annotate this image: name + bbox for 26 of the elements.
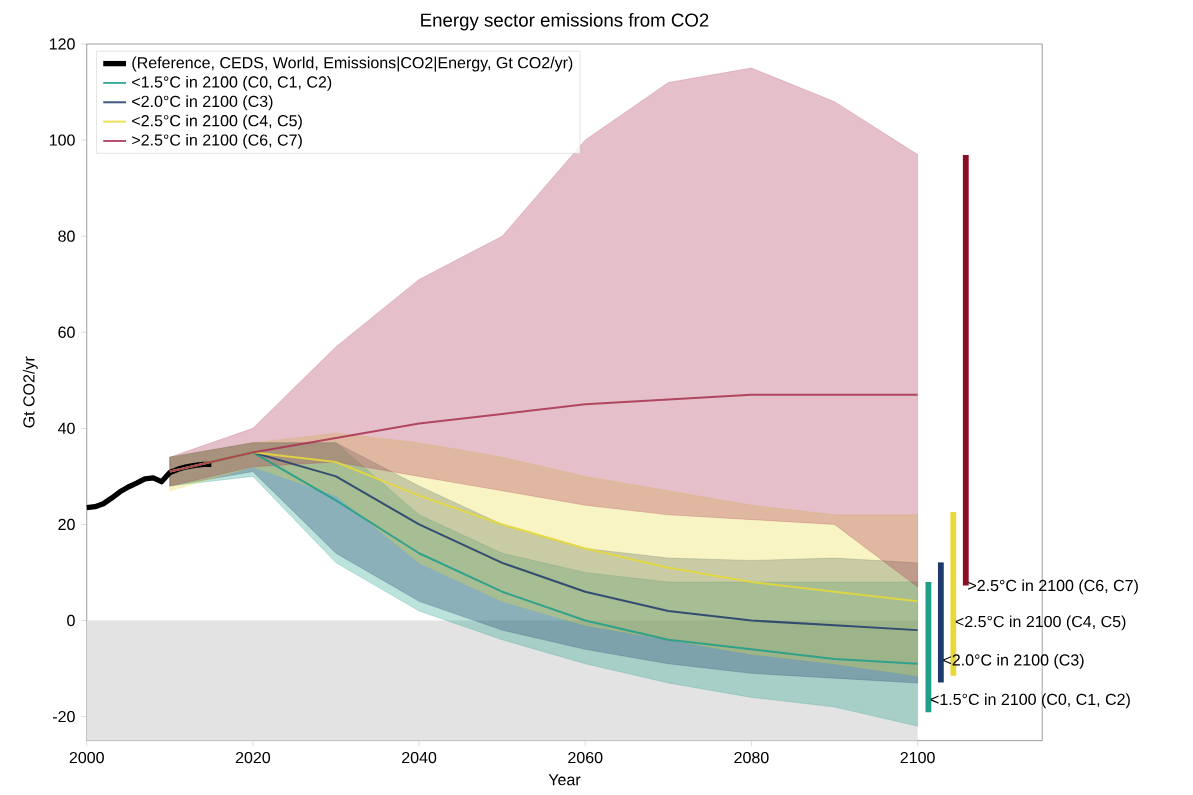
chart-title: Energy sector emissions from CO2 [421, 12, 709, 31]
x-tick-label: 2100 [900, 751, 935, 764]
legend-label: >2.5°C in 2100 (C6, C7) [132, 133, 302, 149]
y-tick-label: -20 [53, 710, 75, 723]
x-tick-label: 2060 [568, 751, 603, 764]
x-tick-label: 2020 [235, 751, 271, 764]
bar [937, 562, 944, 683]
y-axis-title: Gt CO2/yr [22, 356, 38, 428]
y-tick-label: 100 [49, 134, 75, 146]
y-tick-label: 60 [58, 326, 75, 338]
bar [962, 154, 969, 586]
x-axis-title: Year [548, 774, 581, 786]
annotation: >2.5°C in 2100 (C6, C7) [968, 579, 1138, 595]
y-tick-label: 0 [67, 614, 75, 627]
x-tick-label: 2040 [402, 751, 437, 764]
y-tick-label: 20 [58, 518, 75, 530]
x-tick-label: 2080 [734, 751, 769, 764]
legend-label: <1.5°C in 2100 (C0, C1, C2) [132, 75, 332, 91]
legend-label: (Reference, CEDS, World, Emissions|CO2|Energy, Gt CO2/yr) [132, 56, 573, 72]
legend-label: <2.5°C in 2100 (C4, C5) [132, 114, 302, 130]
y-tick-label: 80 [58, 230, 75, 242]
y-tick-label: 40 [58, 422, 75, 434]
y-tick-label: 120 [49, 38, 75, 50]
legend-label: <2.0°C in 2100 (C3) [132, 95, 273, 111]
x-tick-label: 2000 [69, 751, 104, 764]
bar [925, 581, 932, 713]
